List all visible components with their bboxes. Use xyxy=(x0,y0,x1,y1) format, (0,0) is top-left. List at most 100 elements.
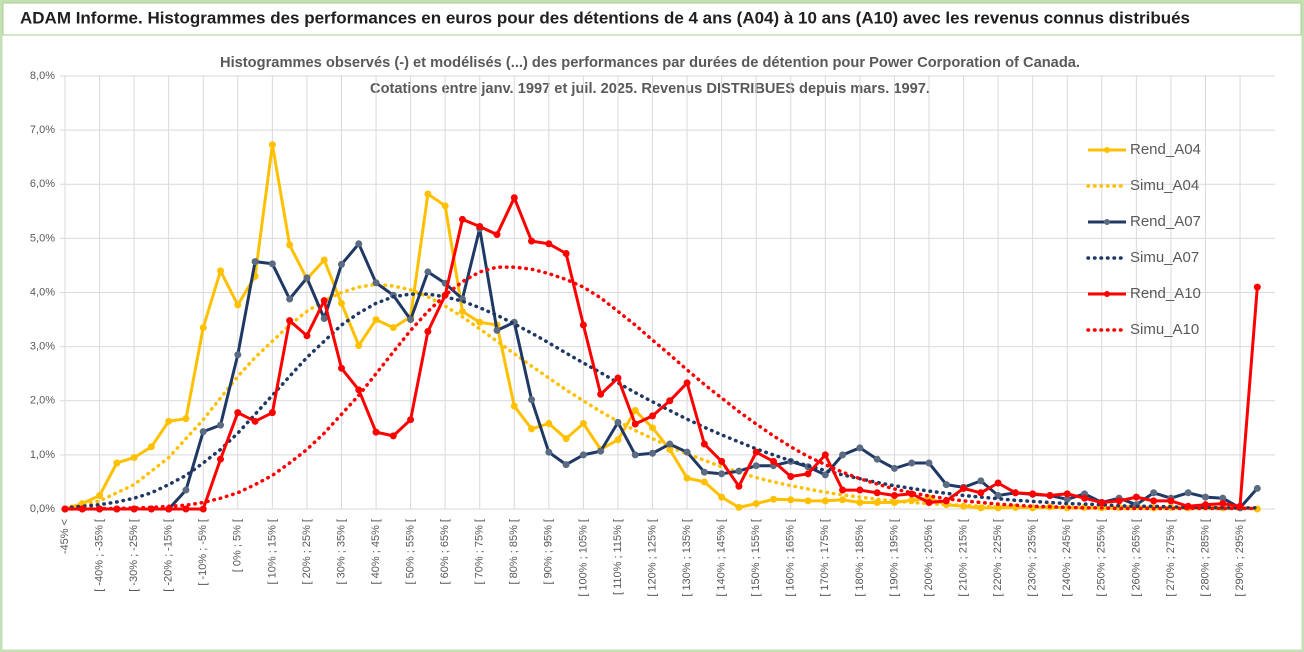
marker xyxy=(579,451,587,459)
marker xyxy=(286,241,294,249)
marker xyxy=(268,409,276,417)
marker xyxy=(925,499,933,507)
x-tick-label: [ 240% ; 245% [ xyxy=(1061,519,1073,597)
marker xyxy=(804,497,812,505)
marker xyxy=(1253,484,1261,492)
marker xyxy=(493,326,501,334)
x-tick-label: [ 280% ; 285% [ xyxy=(1199,519,1211,597)
marker xyxy=(1167,497,1175,505)
marker xyxy=(1098,499,1106,507)
marker xyxy=(113,459,121,467)
marker xyxy=(666,440,674,448)
marker xyxy=(355,240,363,248)
x-tick-label: [ 230% ; 235% [ xyxy=(1027,519,1039,597)
marker xyxy=(579,419,587,427)
marker xyxy=(1011,489,1019,497)
marker xyxy=(890,464,898,472)
y-tick-label: 4,0% xyxy=(30,286,55,298)
marker xyxy=(268,260,276,268)
marker xyxy=(1081,494,1089,502)
marker xyxy=(1046,491,1054,499)
marker xyxy=(147,443,155,451)
chart-subtitle: Cotations entre janv. 1997 et juil. 2025… xyxy=(370,80,930,97)
marker xyxy=(614,374,622,382)
x-tick-label: [ -40% ; -35% [ xyxy=(93,519,105,592)
marker xyxy=(182,415,190,423)
marker xyxy=(683,379,691,387)
x-tick-label: [ 130% ; 135% [ xyxy=(681,519,693,597)
y-tick-label: 8,0% xyxy=(30,70,55,82)
marker xyxy=(510,194,518,202)
marker xyxy=(562,435,570,443)
marker xyxy=(839,496,847,504)
x-tick-label: [ 10% ; 15% [ xyxy=(266,519,278,584)
x-tick-label: [ 100% ; 105% [ xyxy=(577,519,589,597)
marker xyxy=(562,250,570,258)
marker xyxy=(493,231,501,239)
marker xyxy=(683,448,691,456)
x-tick-label: [ 90% ; 95% [ xyxy=(543,519,555,584)
marker xyxy=(251,258,259,266)
observed-line xyxy=(65,227,1259,511)
marker xyxy=(649,449,657,457)
marker xyxy=(320,256,328,264)
x-tick-label: [ 190% ; 195% [ xyxy=(888,519,900,597)
marker xyxy=(908,459,916,467)
marker xyxy=(735,467,743,475)
marker xyxy=(769,457,777,465)
marker xyxy=(217,455,225,463)
observed-line xyxy=(65,196,1259,511)
marker xyxy=(372,279,380,287)
marker xyxy=(925,459,933,467)
x-tick-label: [ 200% ; 205% [ xyxy=(923,519,935,597)
marker xyxy=(700,478,708,486)
x-tick-label: [ 40% ; 45% [ xyxy=(370,519,382,584)
marker xyxy=(1253,283,1261,291)
marker xyxy=(320,314,328,322)
marker xyxy=(303,274,311,282)
x-tick-label: [ 110% ; 115% [ xyxy=(612,519,624,595)
marker xyxy=(1029,490,1037,498)
marker xyxy=(597,390,605,398)
marker xyxy=(355,342,363,350)
marker xyxy=(700,440,708,448)
marker xyxy=(372,428,380,436)
marker xyxy=(873,489,881,497)
marker xyxy=(649,412,657,420)
marker xyxy=(631,451,639,459)
marker xyxy=(960,484,968,492)
marker xyxy=(217,421,225,429)
marker xyxy=(286,295,294,303)
y-tick-label: 5,0% xyxy=(30,232,55,244)
legend-label: Simu_A10 xyxy=(1130,321,1199,338)
x-tick-label: [ -20% ; -15% [ xyxy=(163,519,175,592)
x-tick-label: [ 120% ; 125% [ xyxy=(646,519,658,597)
x-tick-label: -45% < xyxy=(59,519,71,554)
marker xyxy=(821,451,829,459)
marker xyxy=(787,496,795,504)
marker xyxy=(718,493,726,501)
model-line xyxy=(63,282,1260,511)
marker xyxy=(528,425,536,433)
marker xyxy=(718,457,726,465)
x-tick-label: [ 170% ; 175% [ xyxy=(819,519,831,597)
marker xyxy=(752,462,760,470)
marker xyxy=(1150,489,1158,497)
marker xyxy=(199,428,207,436)
x-tick-label: [ 160% ; 165% [ xyxy=(785,519,797,597)
marker xyxy=(994,479,1002,487)
x-tick-label: [ 270% ; 275% [ xyxy=(1165,519,1177,597)
x-tick-label: [ 290% ; 295% [ xyxy=(1234,519,1246,597)
marker xyxy=(182,486,190,494)
x-tick-label: [ 140% ; 145% [ xyxy=(716,519,728,597)
marker xyxy=(130,454,138,462)
marker xyxy=(890,491,898,499)
marker xyxy=(562,461,570,469)
marker xyxy=(614,418,622,426)
x-tick-label: [ 50% ; 55% [ xyxy=(405,519,417,584)
marker xyxy=(234,301,242,309)
marker xyxy=(165,417,173,425)
legend-label: Rend_A10 xyxy=(1130,285,1201,302)
legend-marker xyxy=(1104,219,1110,225)
x-tick-label: [ 80% ; 85% [ xyxy=(508,519,520,584)
